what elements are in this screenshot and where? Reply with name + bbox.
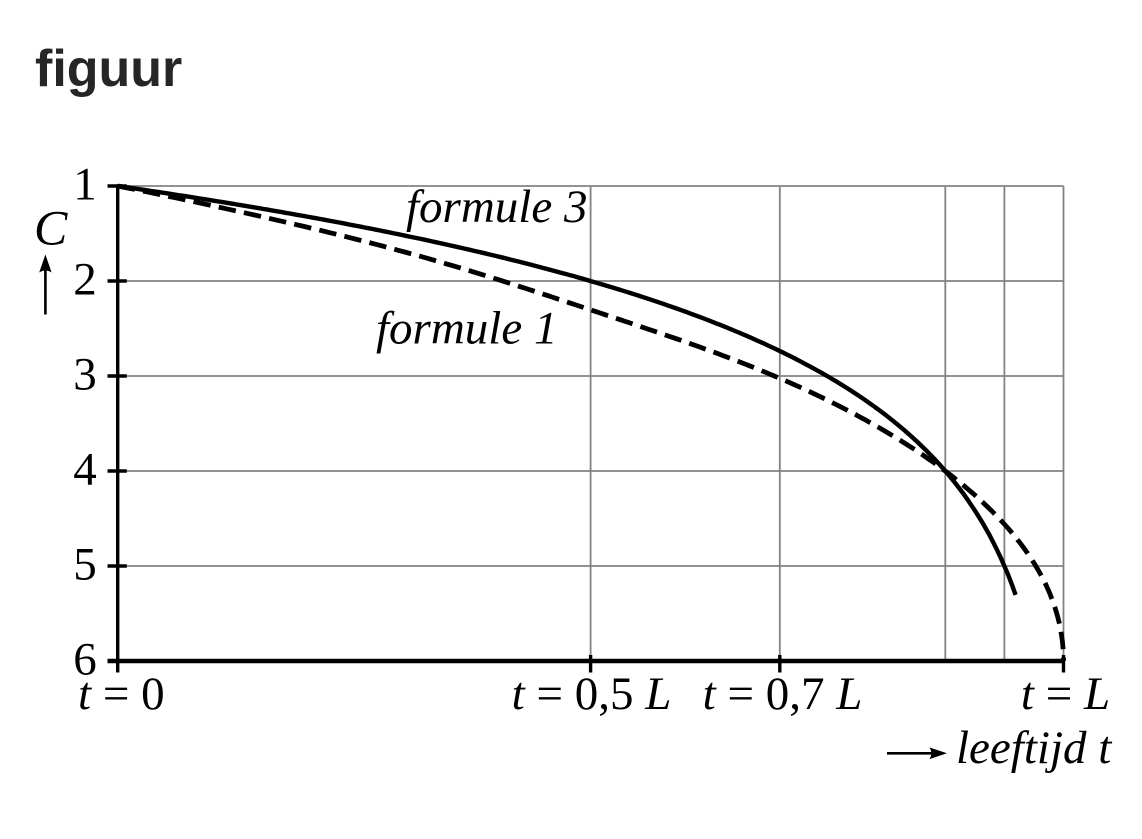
svg-text:t = 0: t = 0 xyxy=(78,668,165,720)
svg-text:t = 0,5 L: t = 0,5 L xyxy=(512,668,672,720)
svg-text:t = 0,7 L: t = 0,7 L xyxy=(703,668,863,720)
svg-text:3: 3 xyxy=(73,349,97,401)
svg-text:2: 2 xyxy=(73,254,97,306)
svg-text:1: 1 xyxy=(73,159,97,211)
svg-text:5: 5 xyxy=(73,539,97,591)
svg-text:formule 3: formule 3 xyxy=(406,181,587,233)
svg-text:C: C xyxy=(34,200,68,256)
svg-text:6: 6 xyxy=(73,634,97,686)
svg-text:t = L: t = L xyxy=(1021,668,1110,720)
svg-text:leeftijd t: leeftijd t xyxy=(956,722,1112,774)
svg-text:4: 4 xyxy=(73,444,97,496)
svg-text:formule 1: formule 1 xyxy=(376,303,557,355)
